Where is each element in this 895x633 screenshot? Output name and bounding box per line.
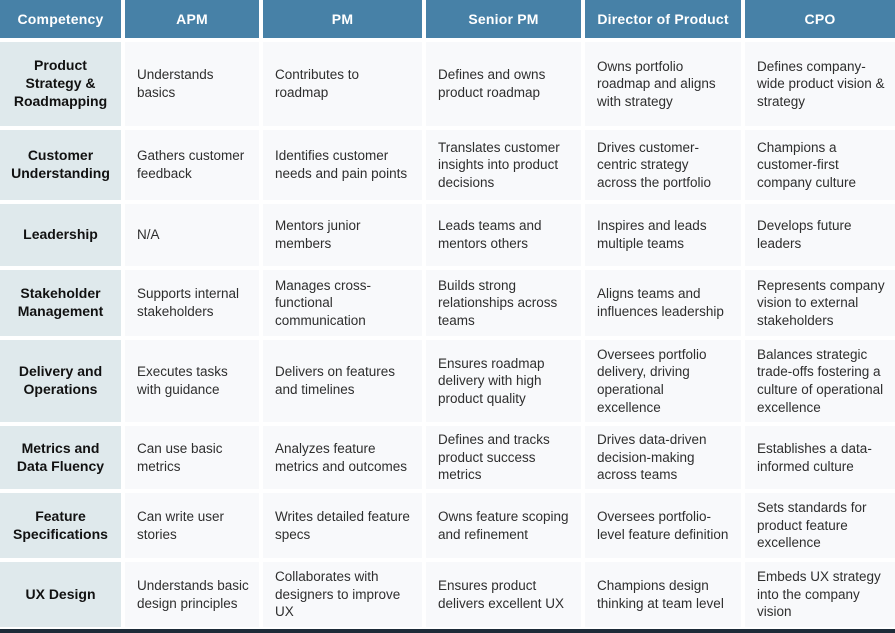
competency-label: Delivery and Operations (0, 340, 121, 422)
table-cell: Balances strategic trade-offs fostering … (745, 340, 895, 422)
competency-label: Feature Specifications (0, 493, 121, 558)
table-cell: Owns portfolio roadmap and aligns with s… (585, 42, 741, 126)
table-cell: Translates customer insights into produc… (426, 130, 581, 200)
table-cell: Defines and owns product roadmap (426, 42, 581, 126)
table-cell: Mentors junior members (263, 204, 422, 266)
table-cell: Inspires and leads multiple teams (585, 204, 741, 266)
column-header-senior-pm: Senior PM (426, 0, 581, 38)
table-cell: N/A (125, 204, 259, 266)
column-header-pm: PM (263, 0, 422, 38)
competency-label: Leadership (0, 204, 121, 266)
table-cell: Owns feature scoping and refinement (426, 493, 581, 558)
table-cell: Gathers customer feedback (125, 130, 259, 200)
table-cell: Drives customer-centric strategy across … (585, 130, 741, 200)
competency-label: Stakeholder Management (0, 270, 121, 336)
table-cell: Embeds UX strategy into the company visi… (745, 562, 895, 627)
table-cell: Identifies customer needs and pain point… (263, 130, 422, 200)
table-cell: Champions design thinking at team level (585, 562, 741, 627)
table-cell: Ensures product delivers excellent UX (426, 562, 581, 627)
column-header-competency: Competency (0, 0, 121, 38)
table-cell: Collaborates with designers to improve U… (263, 562, 422, 627)
competency-label: UX Design (0, 562, 121, 627)
table-cell: Understands basics (125, 42, 259, 126)
competency-label: Product Strategy & Roadmapping (0, 42, 121, 126)
table-cell: Builds strong relationships across teams (426, 270, 581, 336)
table-cell: Can write user stories (125, 493, 259, 558)
table-cell: Manages cross-functional communication (263, 270, 422, 336)
competency-label: Customer Understanding (0, 130, 121, 200)
column-header-apm: APM (125, 0, 259, 38)
table-cell: Oversees portfolio-level feature definit… (585, 493, 741, 558)
table-cell: Can use basic metrics (125, 426, 259, 489)
table-cell: Defines company-wide product vision & st… (745, 42, 895, 126)
table-cell: Executes tasks with guidance (125, 340, 259, 422)
table-cell: Leads teams and mentors others (426, 204, 581, 266)
table-cell: Sets standards for product feature excel… (745, 493, 895, 558)
table-cell: Develops future leaders (745, 204, 895, 266)
table-cell: Represents company vision to external st… (745, 270, 895, 336)
table-cell: Ensures roadmap delivery with high produ… (426, 340, 581, 422)
table-cell: Analyzes feature metrics and outcomes (263, 426, 422, 489)
column-header-director-of-product: Director of Product (585, 0, 741, 38)
competency-label: Metrics and Data Fluency (0, 426, 121, 489)
table-cell: Champions a customer-first company cultu… (745, 130, 895, 200)
table-cell: Writes detailed feature specs (263, 493, 422, 558)
table-cell: Supports internal stakeholders (125, 270, 259, 336)
table-cell: Delivers on features and timelines (263, 340, 422, 422)
table-cell: Oversees portfolio delivery, driving ope… (585, 340, 741, 422)
table-cell: Establishes a data-informed culture (745, 426, 895, 489)
bottom-bar (0, 629, 895, 633)
table-cell: Aligns teams and influences leadership (585, 270, 741, 336)
table-cell: Understands basic design principles (125, 562, 259, 627)
column-header-cpo: CPO (745, 0, 895, 38)
table-cell: Contributes to roadmap (263, 42, 422, 126)
table-cell: Drives data-driven decision-making acros… (585, 426, 741, 489)
table-cell: Defines and tracks product success metri… (426, 426, 581, 489)
